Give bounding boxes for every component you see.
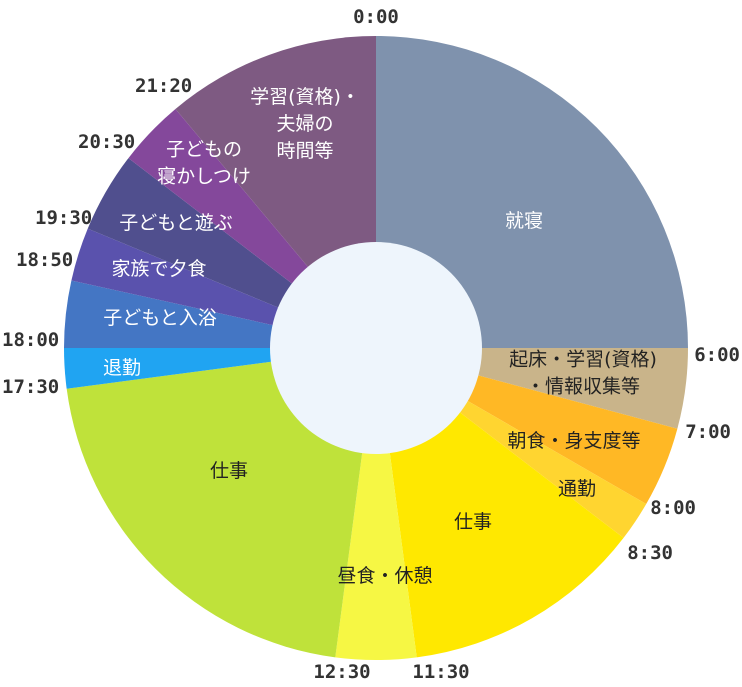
segment-label-2: 朝食・身支度等 [507,430,640,452]
segment-label-7: 退勤 [103,357,141,379]
segment-5 [335,348,417,660]
time-tick-label-3: 8:00 [650,497,696,519]
segment-label-10: 子どもと遊ぶ [119,212,233,234]
segment-label-5: 昼食・休憩 [337,565,432,587]
time-tick-label-7: 17:30 [2,376,59,398]
segment-label-6: 仕事 [210,460,248,482]
segment-label-1: 起床・学習(資格)・情報収集等 [509,349,657,398]
time-tick-label-9: 18:50 [16,249,73,271]
segment-label-9: 家族で夕食 [111,258,206,280]
segment-0 [376,36,688,348]
segment-label-3: 通勤 [558,478,596,500]
segment-label-4: 仕事 [454,511,492,533]
time-tick-label-2: 7:00 [685,421,731,443]
time-tick-label-10: 19:30 [35,207,92,229]
segment-label-8: 子どもと入浴 [103,307,217,329]
time-tick-label-4: 8:30 [627,542,673,564]
time-tick-label-6: 12:30 [313,661,370,683]
donut-hole [270,242,482,454]
segment-label-0: 就寝 [505,210,543,232]
segment-label-11: 子どもの寝かしつけ [157,139,251,188]
segment-label-12: 学習(資格)・夫婦の時間等 [250,86,360,162]
time-tick-labels: 0:00 6:00 7:00 8:00 8:30 11:30 12:30 17:30 18:00… [2,6,740,683]
segment-6 [66,348,377,658]
time-tick-label-0: 0:00 [353,6,399,28]
time-tick-label-1: 6:00 [694,344,740,366]
time-tick-label-8: 18:00 [2,329,59,351]
time-tick-label-5: 11:30 [412,661,469,683]
time-tick-label-11: 20:30 [78,131,135,153]
time-tick-label-12: 21:20 [135,75,192,97]
segment-labels: 就寝起床・学習(資格)・情報収集等朝食・身支度等通勤仕事昼食・休憩仕事退勤子ども… [103,86,657,587]
